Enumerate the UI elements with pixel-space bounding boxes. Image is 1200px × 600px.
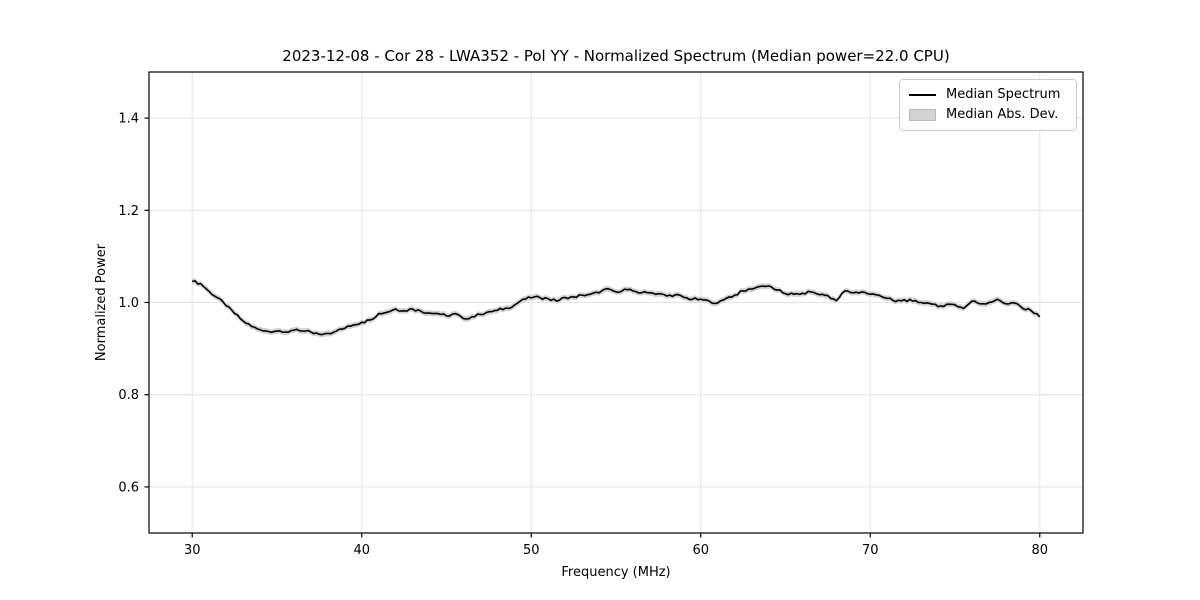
x-tick-label: 30: [184, 543, 201, 558]
legend: Median Spectrum Median Abs. Dev.: [899, 79, 1077, 131]
legend-item-median-abs-dev: Median Abs. Dev.: [909, 105, 1068, 124]
x-tick-label: 80: [1032, 543, 1049, 558]
x-tick-label: 40: [353, 543, 370, 558]
y-tick-label: 1.0: [118, 296, 139, 311]
x-tick-label: 70: [862, 543, 879, 558]
median-spectrum-line-swatch-icon: [909, 93, 936, 96]
chart-title: 2023-12-08 - Cor 28 - LWA352 - Pol YY - …: [282, 47, 950, 65]
y-tick-label: 1.4: [118, 112, 139, 127]
legend-label-median-spectrum: Median Spectrum: [946, 87, 1061, 102]
y-tick-label: 0.6: [118, 480, 139, 495]
median-abs-dev-patch-swatch-icon: [909, 108, 936, 121]
y-axis-label: Normalized Power: [94, 243, 109, 361]
y-tick-label: 1.2: [118, 204, 139, 219]
median-spectrum-line: [192, 280, 1041, 336]
x-axis-label: Frequency (MHz): [561, 565, 670, 580]
x-tick-label: 50: [523, 543, 540, 558]
median-abs-dev-band: [192, 278, 1040, 338]
legend-label-median-abs-dev: Median Abs. Dev.: [946, 107, 1059, 122]
x-tick-label: 60: [692, 543, 709, 558]
y-tick-label: 0.8: [118, 388, 139, 403]
legend-item-median-spectrum: Median Spectrum: [909, 85, 1068, 104]
